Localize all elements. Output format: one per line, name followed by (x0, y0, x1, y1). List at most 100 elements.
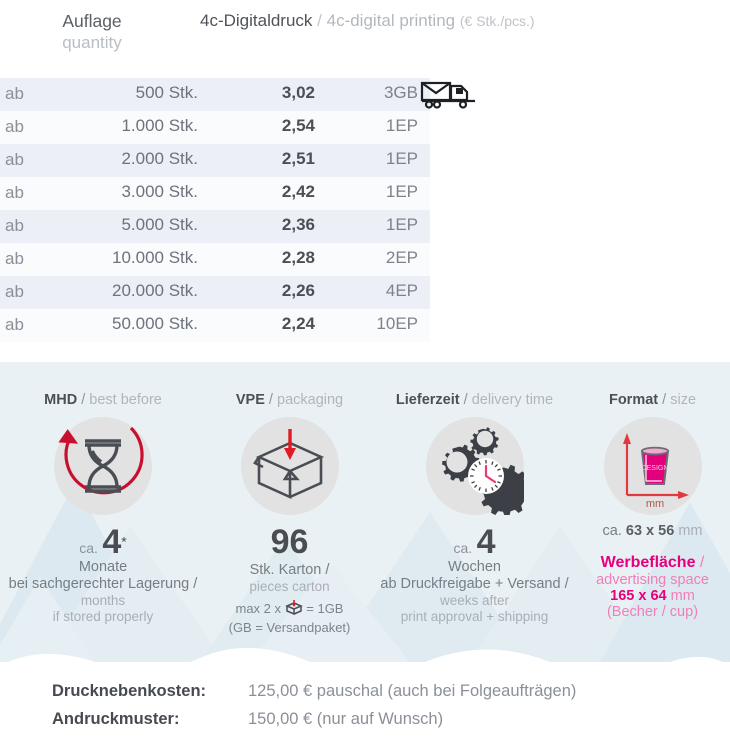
row-quantity: 2.000 Stk. (121, 149, 198, 168)
row-pack: 10EP (376, 314, 418, 333)
row-pack: 4EP (385, 281, 418, 300)
format-size-value: 63 x 56 (625, 523, 675, 539)
mhd-unit-de: Monate (78, 559, 128, 575)
row-quantity: 500 Stk. (135, 83, 198, 102)
row-price: 2,26 (281, 281, 315, 300)
mhd-title-separator: / (77, 392, 90, 408)
delivery-unit-en: weeks after (439, 593, 510, 609)
hourglass-icon (54, 417, 152, 515)
vpe-title-separator: / (264, 392, 277, 408)
vpe-note-b: (GB = Versandpaket) (228, 619, 351, 635)
table-row[interactable]: ab 2.000 Stk. 2,51 1EP (0, 144, 430, 177)
vpe-note-a: max 2 x = 1GB (197, 599, 382, 621)
delivery-title-de: Lieferzeit (395, 392, 460, 408)
mhd-line-en: if stored properly (52, 609, 154, 625)
feature-vpe-title: VPE / packaging (197, 392, 382, 408)
format-size-line: ca. 63 x 56 mm (575, 523, 730, 540)
mhd-unit-en: months (80, 593, 126, 609)
row-price: 2,24 (281, 314, 315, 333)
row-pack: 1EP (385, 116, 418, 135)
price-unit-label: (€ Stk./pcs.) (459, 13, 535, 29)
table-row[interactable]: ab 1.000 Stk. 2,54 1EP (0, 111, 430, 144)
feature-delivery-title: Lieferzeit / delivery time (372, 392, 577, 408)
column-header-quantity: Auflage quantity (22, 10, 162, 54)
table-row[interactable]: ab 20.000 Stk. 2,26 4EP (0, 276, 430, 309)
mhd-footnote-star: * (121, 533, 127, 550)
row-prefix: ab (5, 216, 24, 235)
row-pack: 2EP (385, 248, 418, 267)
table-row[interactable]: ab 10.000 Stk. 2,28 2EP (0, 243, 430, 276)
format-title-de: Format (608, 392, 659, 408)
mhd-title-en: best before (89, 392, 162, 408)
row-price: 2,54 (281, 116, 315, 135)
feature-panel: MHD / best before (0, 362, 730, 662)
price-label-en: 4c-digital printing (326, 11, 456, 30)
feature-vpe: VPE / packaging 96 (197, 392, 382, 635)
vpe-unit-en: pieces carton (249, 579, 330, 595)
mhd-title-de: MHD (44, 392, 78, 408)
delivery-ca-label: ca. (453, 540, 473, 556)
format-title-en: size (670, 392, 697, 408)
table-row[interactable]: ab 5.000 Stk. 2,36 1EP (0, 210, 430, 243)
format-ad-value: 165 x 64 (610, 588, 667, 605)
cup-design-label: DESIGN (641, 465, 668, 472)
table-header: Auflage quantity 4c-Digitaldruck / 4c-di… (0, 0, 730, 78)
quantity-label-en: quantity (62, 33, 122, 53)
format-ad-note: (Becher / cup) (606, 604, 699, 621)
cost-value: 150,00 € (nur auf Wunsch) (248, 710, 444, 728)
delivery-value: 4 (476, 523, 496, 561)
delivery-line-de: ab Druckfreigabe + Versand / (380, 576, 569, 593)
format-ad-en: advertising space (596, 572, 709, 589)
format-size-unit: mm (678, 523, 703, 539)
row-prefix: ab (5, 282, 24, 301)
row-prefix: ab (5, 84, 24, 103)
delivery-title-separator: / (459, 392, 472, 408)
quantity-label-de: Auflage (62, 11, 122, 31)
row-prefix: ab (5, 150, 24, 169)
mhd-ca-label: ca. (79, 540, 98, 556)
shipping-truck-icon (420, 80, 480, 110)
row-quantity: 20.000 Stk. (111, 281, 198, 300)
feature-delivery-time: Lieferzeit / delivery time (372, 392, 577, 625)
wave-divider (0, 647, 730, 686)
format-ad-title: Werbefläche / (575, 554, 730, 572)
vpe-note-a-pre: max 2 x (235, 601, 282, 617)
row-pack: 1EP (385, 215, 418, 234)
format-ad-separator: / (695, 554, 705, 572)
format-axis-label: mm (645, 498, 663, 510)
small-box-icon (284, 599, 303, 621)
cost-value: 125,00 € pauschal (auch bei Folgeaufträg… (248, 682, 577, 700)
column-header-price: 4c-Digitaldruck / 4c-digital printing (€… (200, 11, 535, 31)
format-ad-de: Werbefläche (600, 554, 696, 572)
row-prefix: ab (5, 183, 24, 202)
table-row[interactable]: ab 3.000 Stk. 2,42 1EP (0, 177, 430, 210)
format-ad-size: 165 x 64 mm (575, 588, 730, 604)
row-price: 2,36 (281, 215, 315, 234)
vpe-title-en: packaging (277, 392, 344, 408)
row-price: 3,02 (281, 83, 315, 102)
table-row[interactable]: ab 50.000 Stk. 2,24 10EP (0, 309, 430, 342)
feature-mhd: MHD / best before (8, 392, 198, 625)
vpe-title-de: VPE (235, 392, 265, 408)
mhd-line-de: bei sachgerechter Lagerung / (8, 576, 198, 593)
price-label-separator: / (312, 11, 327, 30)
cost-label: Drucknebenkosten: (52, 682, 207, 700)
row-quantity: 3.000 Stk. (121, 182, 198, 201)
row-price: 2,42 (281, 182, 315, 201)
cup-size-icon: DESIGN mm (603, 417, 702, 515)
row-quantity: 5.000 Stk. (121, 215, 198, 234)
row-quantity: 50.000 Stk. (111, 314, 198, 333)
cost-row: Drucknebenkosten: 125,00 € pauschal (auch… (0, 682, 730, 710)
vpe-unit-de: Stk. Karton / (249, 562, 330, 578)
price-table: Auflage quantity 4c-Digitaldruck / 4c-di… (0, 0, 730, 362)
format-ad-unit: mm (670, 588, 695, 605)
table-body: ab 500 Stk. 3,02 3GB ab 1.000 Stk. 2,54 1EP ab 2.… (0, 78, 430, 342)
format-size-ca: ca. (602, 523, 622, 539)
table-row[interactable]: ab 500 Stk. 3,02 3GB (0, 78, 430, 111)
mhd-value: 4 (102, 523, 122, 561)
row-pack: 1EP (385, 182, 418, 201)
feature-mhd-title: MHD / best before (8, 392, 198, 408)
additional-costs: Drucknebenkosten: 125,00 € pauschal (auch… (0, 682, 730, 738)
open-box-icon (240, 417, 339, 515)
